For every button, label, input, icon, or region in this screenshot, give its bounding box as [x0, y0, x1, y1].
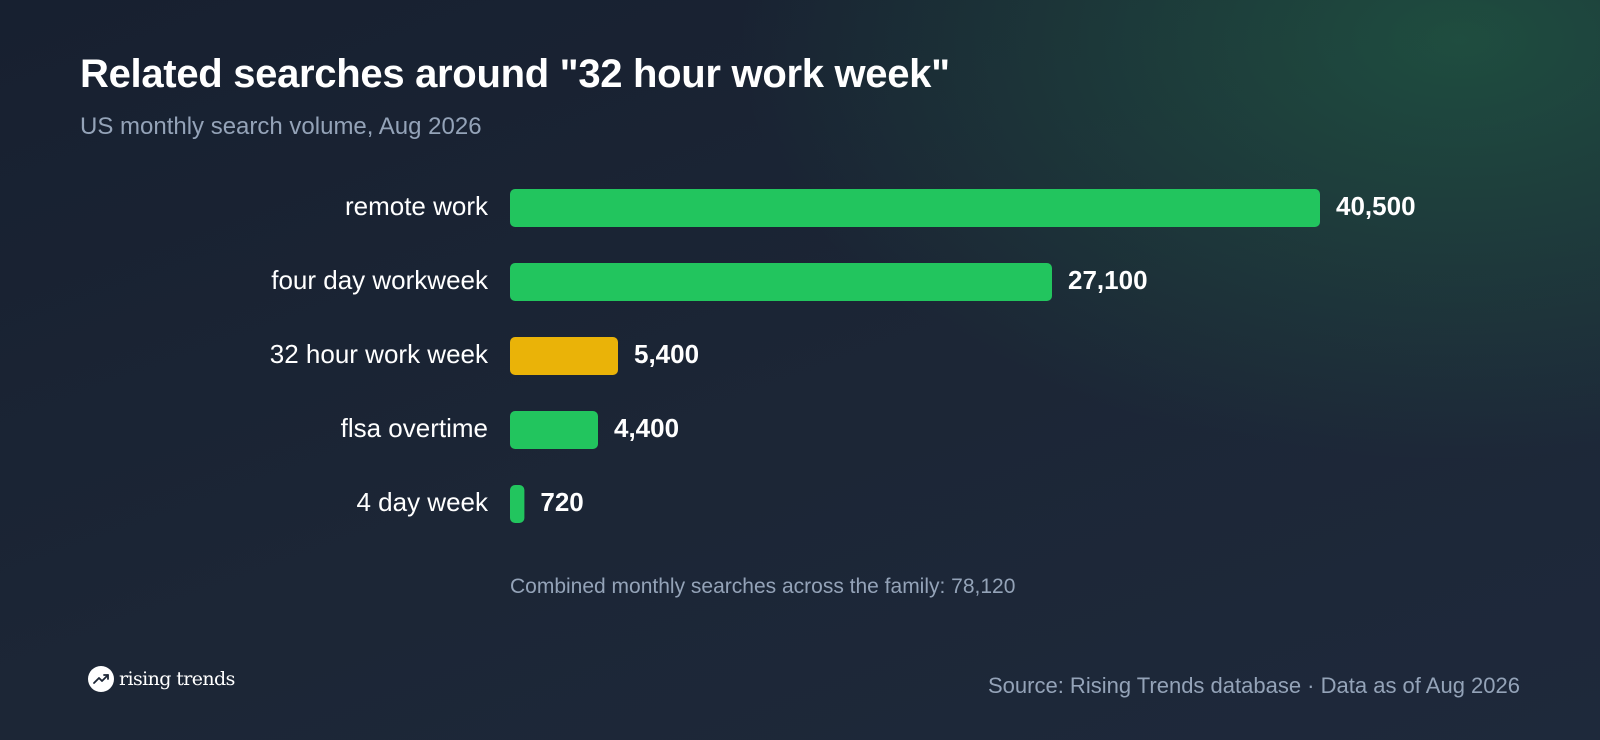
trend-up-icon [88, 666, 114, 692]
brand-logo: rising trends [88, 666, 235, 692]
chart-subtitle: US monthly search volume, Aug 2026 [80, 113, 482, 140]
bar-flsa-overtime [510, 411, 598, 449]
source-note: Source: Rising Trends database · Data as… [988, 673, 1520, 698]
combined-total-note: Combined monthly searches across the fam… [510, 575, 1016, 598]
value-label-4-day-week: 720 [540, 487, 583, 517]
bar-four-day-workweek [510, 263, 1052, 301]
brand-name: rising trends [119, 668, 235, 690]
value-label-flsa-overtime: 4,400 [614, 413, 679, 443]
value-label-remote-work: 40,500 [1336, 191, 1416, 221]
chart-title: Related searches around "32 hour work we… [80, 52, 950, 96]
bar-32-hour-work-week [510, 337, 618, 375]
bar-4-day-week [510, 485, 525, 523]
value-label-four-day-workweek: 27,100 [1068, 265, 1148, 295]
category-label-4-day-week: 4 day week [356, 487, 489, 517]
bar-remote-work [510, 189, 1320, 227]
category-label-flsa-overtime: flsa overtime [341, 413, 488, 443]
category-label-32-hour-work-week: 32 hour work week [270, 339, 489, 369]
category-label-four-day-workweek: four day workweek [271, 265, 489, 295]
bar-chart: remote work 40,500 four day workweek 27,100… [270, 189, 1416, 523]
value-label-32-hour-work-week: 5,400 [634, 339, 699, 369]
category-label-remote-work: remote work [345, 191, 489, 221]
